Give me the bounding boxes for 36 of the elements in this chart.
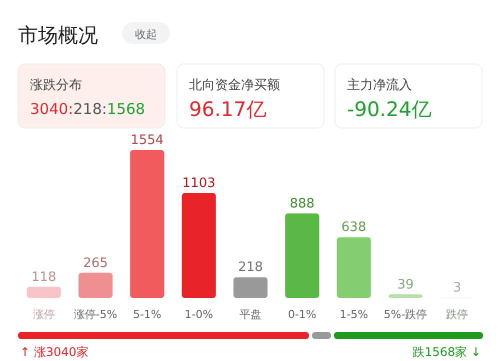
text: -90.24亿 <box>347 97 432 121</box>
text: 北向资金净买额 <box>189 78 280 93</box>
data-label: 3 <box>453 280 462 296</box>
text: 市场概况 <box>18 23 98 47</box>
x-tick-label: 涨停 <box>32 308 55 321</box>
x-tick-label: 5%-跌停 <box>384 308 428 321</box>
data-label: 888 <box>290 196 315 212</box>
x-tick-label: 5-1% <box>132 308 162 321</box>
x-tick-label: 1-0% <box>184 308 214 321</box>
bar <box>26 286 61 298</box>
data-label: 1103 <box>182 176 216 191</box>
text: 跌1568家 ↓ <box>412 345 481 359</box>
text: ↑ 涨3040家 <box>20 345 88 359</box>
text: 主力净流入 <box>347 77 412 93</box>
data-label: 265 <box>83 256 108 271</box>
bar <box>130 150 164 298</box>
x-tick-label: 0-1% <box>288 308 316 321</box>
text: 收起 <box>135 28 157 41</box>
data-label: 218 <box>238 260 263 276</box>
data-label: 118 <box>31 270 56 285</box>
bar <box>285 213 320 298</box>
x-tick-label: 跌停 <box>446 308 468 321</box>
bar <box>388 294 423 298</box>
bar <box>233 277 268 298</box>
text: 96.17亿 <box>189 97 266 121</box>
x-tick-label: 1-5% <box>340 308 368 321</box>
data-label: 638 <box>341 220 366 236</box>
text: 涨跌分布 <box>30 78 82 93</box>
bar <box>78 272 113 298</box>
bar <box>336 237 371 298</box>
x-tick-label: 涨停-5% <box>74 308 118 321</box>
data-label: 1554 <box>130 133 164 148</box>
data-label: 39 <box>397 277 414 292</box>
x-tick-label: 平盘 <box>240 308 262 321</box>
bar <box>182 192 216 298</box>
text: 3040:218:1568 <box>30 100 146 118</box>
